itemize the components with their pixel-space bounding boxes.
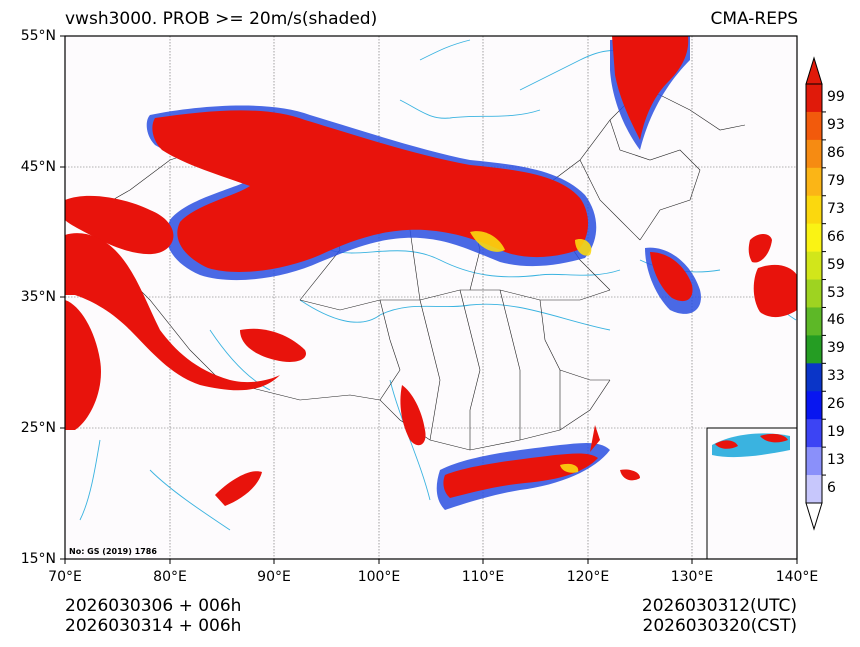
colorbar-level-label: 46 — [827, 312, 845, 329]
lon-label-70: 70°E — [48, 569, 82, 585]
colorbar-level-label: 13 — [827, 452, 845, 469]
lon-label-80: 80°E — [153, 569, 187, 585]
colorbar-frame — [805, 83, 823, 504]
lon-label-120: 120°E — [566, 569, 610, 585]
colorbar-segment — [806, 195, 822, 224]
valid-time-cst: 2026030320(CST) — [642, 616, 797, 636]
lat-label-25: 25°N — [20, 420, 56, 436]
lat-label-45: 45°N — [20, 159, 56, 175]
colorbar-level-label: 59 — [827, 256, 845, 273]
colorbar-segment — [806, 447, 822, 476]
colorbar-segment — [806, 84, 822, 113]
colorbar-level-label: 66 — [827, 228, 845, 245]
colorbar-segment — [806, 111, 822, 141]
colorbar-segment — [806, 307, 822, 336]
colorbar-level-label: 99 — [827, 88, 845, 105]
map-approval-note: No: GS (2019) 1786 — [69, 547, 157, 556]
colorbar-level-label: 93 — [827, 116, 845, 133]
axis-ticks — [60, 35, 798, 564]
lat-label-35: 35°N — [20, 289, 56, 305]
colorbar-segment — [806, 363, 822, 392]
probability-shading — [65, 36, 797, 510]
lon-label-130: 130°E — [670, 569, 714, 585]
colorbar-segment — [806, 167, 822, 197]
colorbar-segment — [806, 335, 822, 364]
colorbar-level-label: 6 — [827, 480, 836, 497]
map-title-left: vwsh3000. PROB >= 20m/s(shaded) — [65, 9, 378, 29]
colorbar-level-label: 26 — [827, 396, 845, 413]
colorbar-segment — [806, 251, 822, 280]
colorbar-max-arrow — [805, 56, 823, 85]
colorbar-segment — [806, 391, 822, 420]
colorbar-segment — [806, 475, 822, 504]
colorbar-level-label: 86 — [827, 144, 845, 161]
lon-label-100: 100°E — [357, 569, 401, 585]
colorbar-level-label: 39 — [827, 340, 845, 357]
valid-time-utc: 2026030312(UTC) — [641, 596, 797, 616]
lon-label-140: 140°E — [775, 569, 819, 585]
colorbar-level-label: 19 — [827, 424, 845, 441]
colorbar-min-arrow — [805, 502, 823, 531]
colorbar-segment — [806, 279, 822, 308]
colorbar-segment — [806, 223, 822, 252]
colorbar-level-label: 73 — [827, 200, 845, 217]
lat-label-55: 55°N — [20, 28, 56, 44]
lon-label-110: 110°E — [461, 569, 505, 585]
init-time-cst: 2026030314 + 006h — [65, 616, 242, 636]
lon-label-90: 90°E — [257, 569, 291, 585]
colorbar-segment — [806, 139, 822, 169]
lat-label-15: 15°N — [20, 551, 56, 567]
colorbar-level-label: 79 — [827, 172, 845, 189]
colorbar — [805, 56, 826, 531]
init-time-utc: 2026030306 + 006h — [65, 596, 242, 616]
colorbar-level-label: 53 — [827, 284, 845, 301]
map-title-right: CMA-REPS — [710, 9, 798, 29]
colorbar-segment — [806, 419, 822, 448]
colorbar-level-label: 33 — [827, 368, 845, 385]
